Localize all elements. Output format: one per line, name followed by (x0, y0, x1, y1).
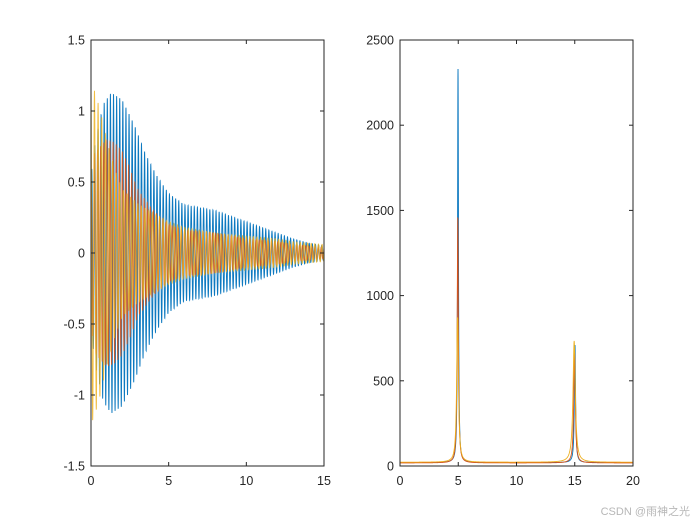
watermark: CSDN @雨神之光 (600, 506, 690, 518)
left-ytick-label: -0.5 (63, 318, 85, 332)
left-ytick-label: -1.5 (63, 460, 85, 474)
right-axes-frame (399, 39, 634, 467)
left-xtick-label: 10 (239, 474, 253, 488)
left-plot-lines (91, 87, 324, 421)
left-xtick-label: 0 (88, 474, 95, 488)
left-series-line-3 (91, 87, 324, 421)
right-xtick-label: 10 (510, 474, 524, 488)
right-xtick-label: 0 (397, 474, 404, 488)
right-xtick-label: 20 (626, 474, 640, 488)
right-series-line-3 (400, 317, 633, 463)
right-ytick-label: 2000 (366, 119, 394, 133)
left-axes-time-signal: 0 5 10 15 -1.5 -1 -0.5 0 0.5 1 1.5 (63, 34, 331, 489)
right-axes-ticks: 0 5 10 15 20 0 500 1000 1500 2000 2500 (366, 34, 640, 489)
left-ytick-label: 1 (78, 105, 85, 119)
right-ytick-label: 1000 (366, 289, 394, 303)
left-xtick-label: 5 (165, 474, 172, 488)
right-ytick-label: 0 (387, 460, 394, 474)
left-axes-ticks: 0 5 10 15 -1.5 -1 -0.5 0 0.5 1 1.5 (63, 34, 331, 489)
right-xtick-label: 15 (568, 474, 582, 488)
right-series-line-2 (400, 217, 633, 464)
right-axes-spectrum: 0 5 10 15 20 0 500 1000 1500 2000 2500 (366, 34, 640, 489)
left-ytick-label: 0.5 (68, 176, 85, 190)
right-ytick-label: 2500 (366, 34, 394, 48)
left-xtick-label: 15 (317, 474, 331, 488)
left-ytick-label: -1 (74, 389, 85, 403)
left-ytick-label: 0 (78, 247, 85, 261)
left-ytick-label: 1.5 (68, 34, 85, 48)
right-plot-lines (400, 68, 633, 464)
right-xtick-label: 5 (455, 474, 462, 488)
right-ytick-label: 500 (373, 374, 394, 388)
right-series-line-1 (400, 68, 633, 464)
right-ytick-label: 1500 (366, 204, 394, 218)
